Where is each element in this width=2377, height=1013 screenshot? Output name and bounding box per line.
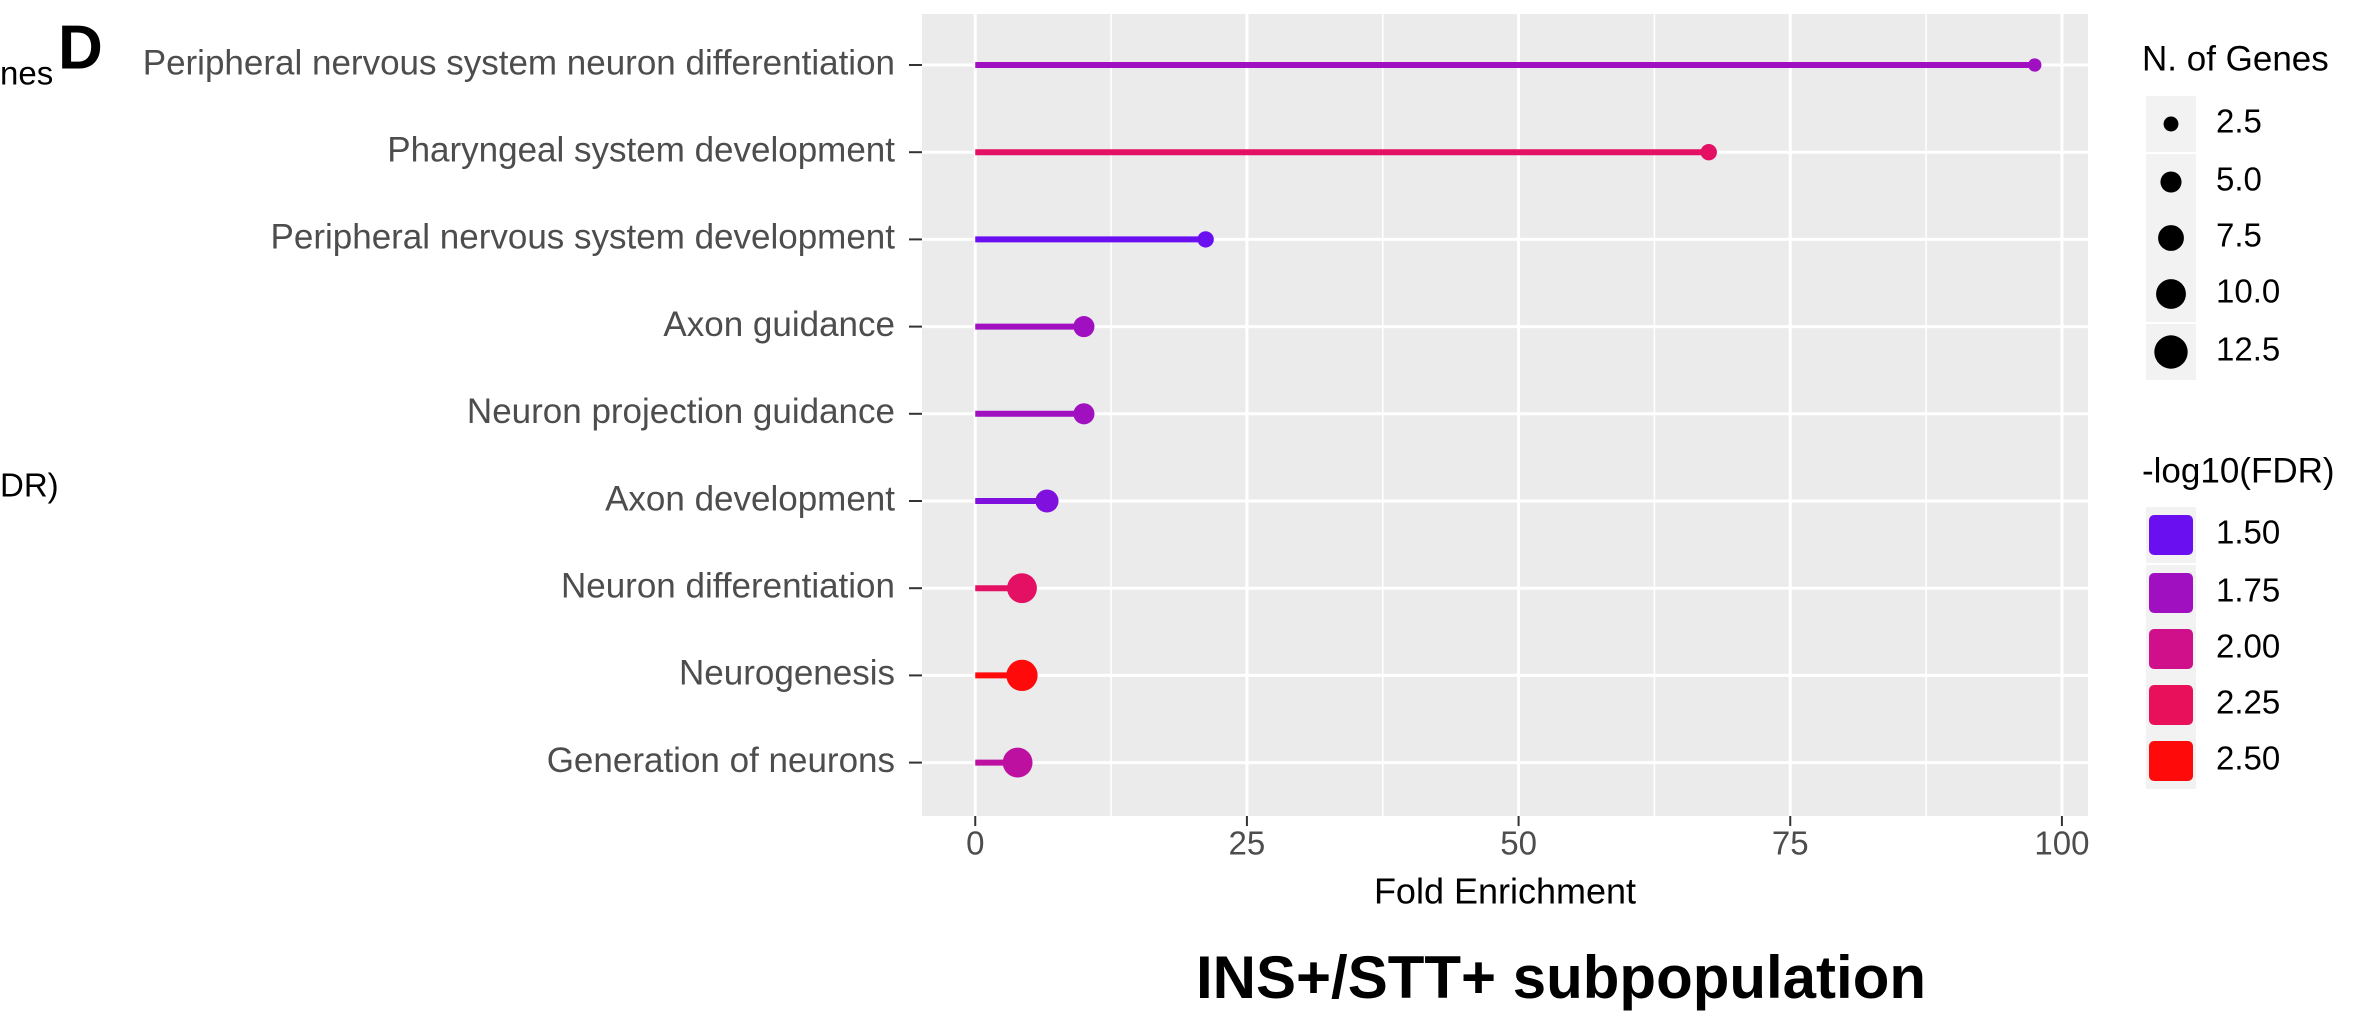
legend-dot (2163, 116, 2179, 132)
chart-title: INS+/STT+ subpopulation (1196, 944, 1926, 1011)
legend-dot (2160, 171, 2182, 193)
dot (2028, 58, 2042, 72)
legend-label: 10.0 (2216, 273, 2280, 310)
legend-label: 7.5 (2216, 217, 2262, 254)
legend-dot (2154, 335, 2188, 369)
legend-dot (2158, 225, 2184, 251)
legend-title: -log10(FDR) (2142, 451, 2335, 490)
y-tick-label: Axon guidance (663, 305, 895, 344)
y-tick-label: Generation of neurons (547, 741, 895, 780)
x-tick-label: 0 (966, 825, 984, 862)
x-tick-label: 25 (1229, 825, 1266, 862)
dot (1035, 489, 1059, 513)
legend-swatch (2149, 573, 2193, 613)
dot (1002, 747, 1033, 778)
dot (1197, 231, 1214, 248)
legend-dot (2156, 279, 2186, 309)
legend-label: 5.0 (2216, 161, 2262, 198)
y-tick-label: Pharyngeal system development (387, 130, 895, 169)
y-tick-label: Neurogenesis (679, 654, 895, 693)
panel-label: D (58, 13, 103, 82)
legend-title: N. of Genes (2142, 39, 2329, 78)
dot (1007, 573, 1037, 604)
y-tick-label: Peripheral nervous system development (271, 218, 896, 257)
legend-label: 2.25 (2216, 684, 2280, 721)
legend-swatch (2149, 629, 2193, 669)
y-tick-label: Neuron projection guidance (467, 392, 895, 431)
legend-label: 2.00 (2216, 628, 2280, 665)
legend-label: 2.50 (2216, 740, 2280, 777)
y-tick-label: Neuron differentiation (561, 566, 895, 605)
y-tick-label: Axon development (605, 479, 895, 518)
clipped-text: DR) (0, 467, 59, 504)
dot (1073, 403, 1095, 425)
legend-label: 2.5 (2216, 103, 2262, 140)
dot (1006, 659, 1038, 692)
legend-label: 12.5 (2216, 331, 2280, 368)
dot (1700, 144, 1717, 161)
legend-label: 1.50 (2216, 514, 2280, 551)
x-tick-label: 75 (1772, 825, 1809, 862)
x-tick-label: 100 (2034, 825, 2089, 862)
legend-swatch (2149, 515, 2193, 555)
legend-swatch (2149, 685, 2193, 725)
legend-label: 1.75 (2216, 572, 2280, 609)
x-tick-label: 50 (1500, 825, 1537, 862)
x-axis-title: Fold Enrichment (1374, 871, 1636, 912)
dot (1073, 316, 1095, 338)
legend-swatch (2149, 741, 2193, 781)
clipped-text: nes (0, 55, 53, 92)
y-tick-label: Peripheral nervous system neuron differe… (143, 43, 895, 82)
